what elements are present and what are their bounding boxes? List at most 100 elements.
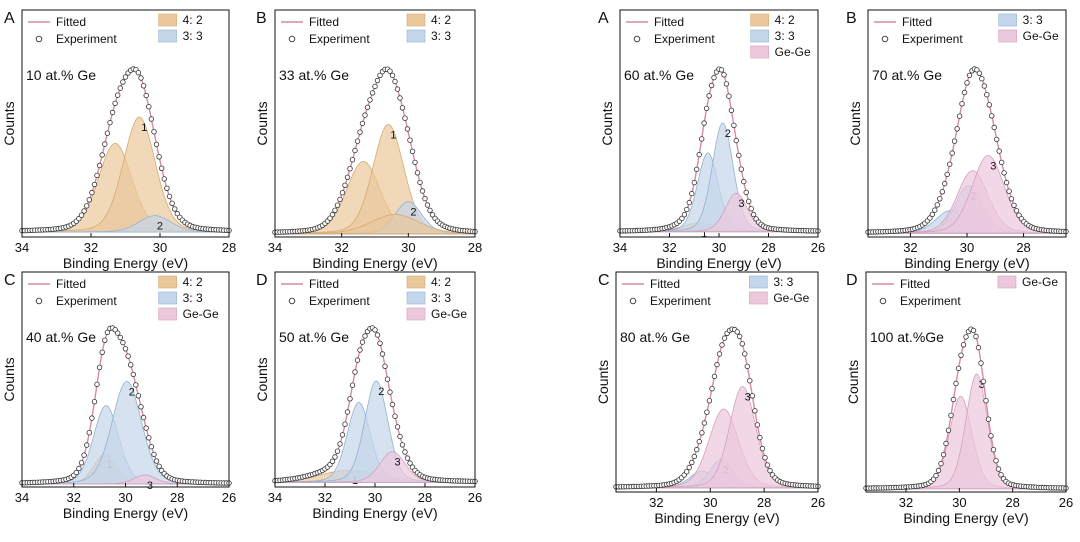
x-tick-label: 30 [952,495,966,510]
component-legend-swatch [406,307,426,321]
legend-experiment-swatch [288,297,296,305]
experiment-point [737,333,743,340]
x-tick-label: 28 [170,490,184,505]
experiment-point [156,154,162,160]
experiment-point [980,378,987,385]
component-legend-label: Ge-Ge [775,45,811,59]
experiment-point [955,365,962,372]
component-legend-label: 3: 3 [431,291,451,305]
experiment-point [718,67,725,73]
experiment-point [949,150,955,156]
experiment-point [986,102,992,108]
experiment-point [397,95,403,101]
x-axis-title: Binding Energy (eV) [656,255,781,271]
experiment-point [83,203,90,209]
x-tick-label: 32 [84,240,98,255]
experiment-point [91,399,98,405]
experiment-point [958,352,964,358]
experiment-point [99,349,105,355]
experiment-point [686,464,692,471]
experiment-point [146,103,152,110]
experiment-point [757,434,763,441]
experiment-point [102,337,108,343]
experiment-point [752,408,758,414]
x-tick-label: 28 [418,490,432,505]
xps-panel-8: 3 32 30 28 26 Binding Energy (eV) Counts D 100 a… [845,271,1073,526]
component-peak [865,373,1067,490]
y-axis-title: Counts [1,101,17,145]
experiment-point [120,339,126,346]
experiment-point [970,327,977,334]
sample-label: 80 at.% Ge [620,329,690,345]
experiment-point [407,460,413,466]
panel-letter: A [4,10,15,27]
y-axis-title: Counts [254,101,270,145]
experiment-point [347,396,353,402]
experiment-point [148,116,155,122]
legend-experiment-swatch [881,35,889,43]
sample-label: 40 at.% Ge [26,329,96,345]
experiment-point [719,342,725,348]
experiment-point [679,215,685,222]
component-legend-label: 4: 2 [183,13,203,27]
experiment-point [392,78,398,85]
experiment-point [96,162,103,169]
experiment-point [984,91,990,98]
experiment-point [948,412,954,419]
legend-experiment-swatch [629,297,637,305]
experiment-point [81,452,87,458]
plot-frame [21,9,230,238]
experiment-point [689,190,695,197]
legend-experiment-label: Experiment [900,294,961,308]
experiment-point [329,458,336,464]
x-axis-title: Binding Energy (eV) [63,255,188,271]
experiment-point [91,181,98,188]
experiment-point [164,185,170,191]
experiment-point [354,357,361,363]
y-axis-title: Counts [847,101,863,145]
experiment-point [402,449,408,455]
legend-experiment-label: Experiment [654,32,715,46]
x-tick-label: 34 [15,490,29,505]
x-tick-label: 30 [712,240,726,255]
x-tick-label: 30 [960,240,974,255]
experiment-point [347,165,353,172]
experiment-point [956,113,963,119]
experiment-point [122,346,129,352]
experiment-point [337,441,343,447]
experiment-point [733,137,739,144]
component-legend-swatch [158,275,177,289]
experiment-point [153,141,160,148]
legend-experiment-swatch [288,35,296,43]
component-tag-label: 1 [701,228,707,240]
experiment-point [362,333,368,339]
experiment-point [114,92,121,98]
experiment-point [156,463,162,469]
experiment-point [940,451,947,458]
experiment-point [728,107,735,114]
experiment-point [83,442,90,448]
x-tick-label: 30 [703,495,717,510]
experiment-point [991,124,997,131]
component-peak [21,116,230,233]
experiment-point [721,72,727,78]
experiment-point [374,332,381,338]
experiment-point [377,72,383,79]
experiment-point [412,159,418,166]
experiment-point [94,381,100,388]
experiment-point [945,427,952,433]
x-tick-label: 32 [899,495,913,510]
experiment-point [736,152,742,159]
component-legend-label: 4: 2 [431,13,451,27]
component-legend-swatch [750,45,769,59]
experiment-point [329,211,336,218]
experiment-point [738,166,744,172]
experiment-point [694,166,700,173]
component-legend-swatch [750,29,769,43]
experiment-point [966,72,973,79]
x-tick-label: 34 [268,490,282,505]
experiment-point [114,330,121,336]
experiment-point [73,469,79,476]
sample-label: 100 at.%Ge [870,329,944,345]
experiment-point [944,171,950,178]
